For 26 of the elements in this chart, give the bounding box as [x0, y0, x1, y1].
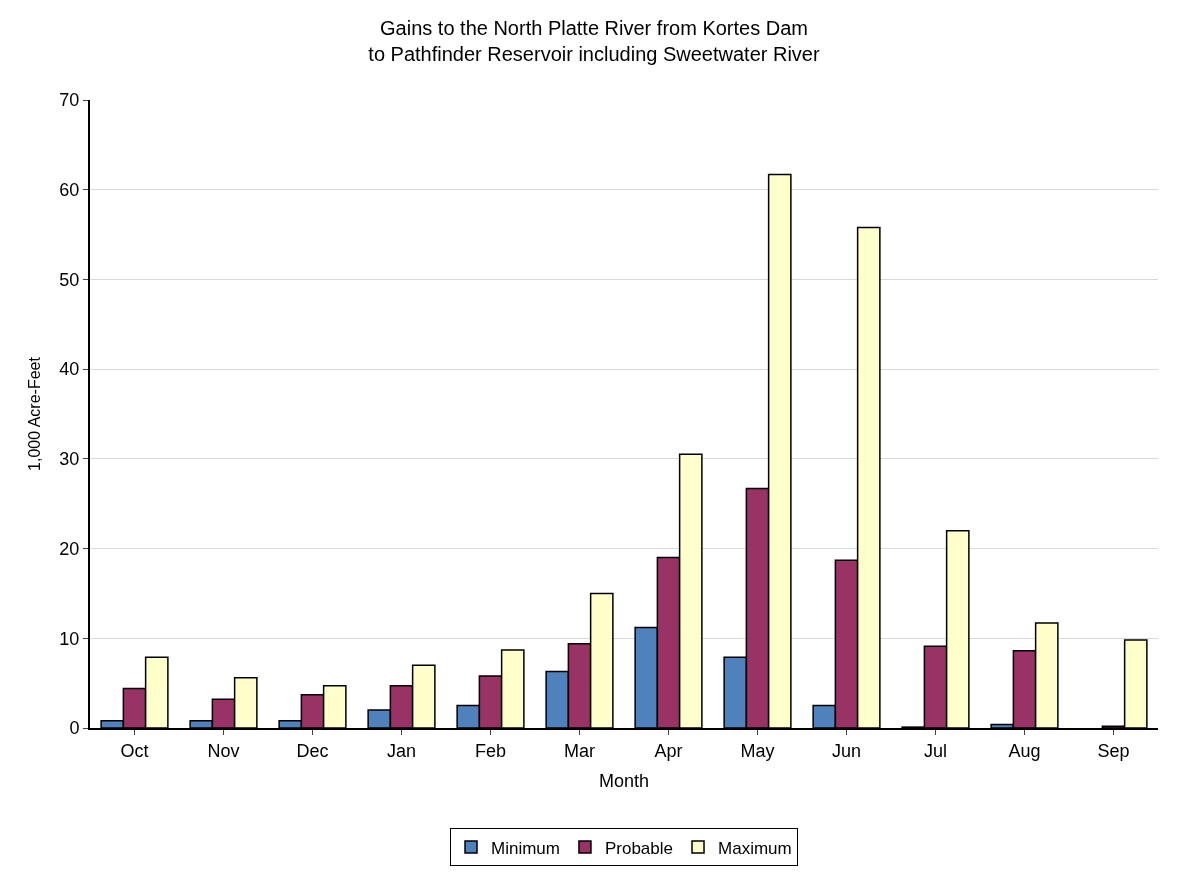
x-tick-label: Apr [654, 740, 683, 761]
x-tick-label: Sep [1097, 740, 1130, 761]
y-tick-label: 20 [59, 538, 80, 559]
x-tick-label: Jun [831, 740, 862, 761]
y-tick-label: 50 [59, 269, 80, 290]
x-tick-label: Oct [120, 740, 149, 761]
chart-title: Gains to the North Platte River from Kortes Dam to Pathfinder Reservoir including Sweetwater River [368, 17, 820, 66]
y-tick-label: 30 [59, 449, 80, 470]
x-axis-title: Month [598, 771, 650, 792]
legend-label: Probable [604, 838, 674, 858]
x-tick-label: Jul [923, 740, 948, 761]
legend-label: Minimum [491, 838, 560, 858]
y-tick-label: 70 [59, 90, 80, 111]
x-tick-label: Aug [1008, 740, 1041, 761]
y-tick-label: 40 [59, 359, 80, 380]
y-tick-label: 0 [69, 718, 80, 739]
x-tick-label: Mar [564, 740, 595, 761]
x-tick-label: Nov [207, 740, 240, 761]
x-tick-label: Dec [296, 740, 329, 761]
x-tick-label: May [740, 740, 775, 761]
y-axis-title: 1,000 Acre-Feet [25, 356, 43, 471]
y-tick-label: 10 [59, 628, 80, 649]
y-tick-label: 60 [59, 180, 80, 201]
x-tick-label: Jan [386, 740, 417, 761]
x-tick-label: Feb [474, 740, 507, 761]
legend-label: Maximum [718, 838, 792, 858]
